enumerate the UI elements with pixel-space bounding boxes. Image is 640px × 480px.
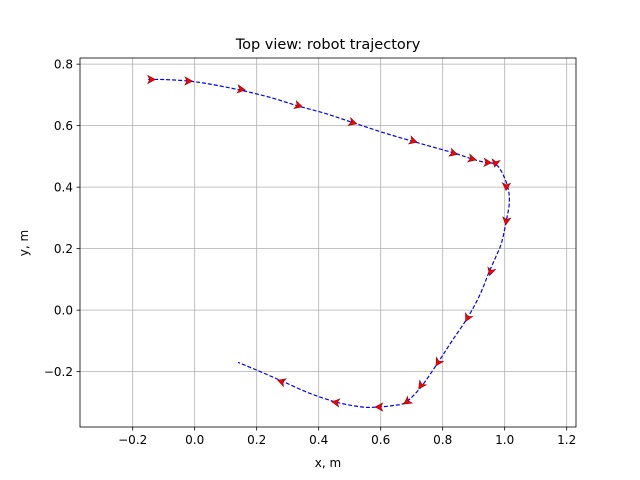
y-tick-label: 0.6 [54,119,73,133]
x-tick-label: 0.0 [185,433,204,447]
direction-arrow [331,398,341,408]
arrow-head [491,158,501,168]
chart-title: Top view: robot trajectory [235,37,421,53]
arrow-head [347,116,358,126]
x-tick-label: 0.2 [247,433,266,447]
y-tick-label: 0.2 [54,242,73,256]
x-tick-label: 0.8 [433,433,452,447]
x-axis-ticks: −0.2 0.0 0.2 0.4 0.6 0.8 1.0 1.2 [118,427,576,447]
x-tick-label: 0.6 [371,433,390,447]
direction-arrow [448,147,458,157]
direction-arrow [483,157,493,168]
x-axis-label: x, m [315,456,341,470]
direction-arrow [147,74,156,85]
arrow-head [448,147,458,157]
arrow-head [293,99,303,109]
arrow-head [331,398,341,408]
direction-arrow [487,266,497,277]
direction-arrow [501,182,512,192]
arrow-head [418,379,428,390]
y-axis-label: y, m [17,230,31,256]
direction-arrow [403,395,414,405]
y-tick-label: −0.2 [44,365,73,379]
direction-arrow [293,99,303,109]
arrow-head [466,153,477,163]
direction-arrow [277,378,288,388]
direction-arrow [435,356,445,367]
y-tick-label: 0.0 [54,303,73,317]
x-tick-label: 0.4 [309,433,328,447]
y-axis-ticks: −0.2 0.0 0.2 0.4 0.6 0.8 [44,57,80,379]
arrow-head [435,356,445,367]
direction-arrow [407,135,418,145]
arrow-head [403,395,414,405]
arrow-head [465,311,474,322]
arrow-head [147,74,156,85]
direction-arrow [374,402,384,412]
direction-arrow [491,158,501,168]
direction-arrows [147,74,512,412]
direction-arrow [465,311,474,322]
direction-arrow [184,76,194,86]
arrow-head [487,266,497,277]
direction-arrow [466,153,477,163]
arrow-head [501,182,512,192]
arrow-head [184,76,194,86]
direction-arrow [236,84,246,94]
plot-area-frame [79,57,577,428]
x-tick-label: −0.2 [118,433,147,447]
arrow-head [374,402,384,412]
arrow-head [407,135,418,145]
arrow-head [236,84,246,94]
direction-arrow [347,116,358,126]
arrow-head [483,157,493,168]
x-tick-label: 1.2 [557,433,576,447]
y-tick-label: 0.4 [54,180,73,194]
direction-arrow [418,379,428,390]
y-tick-label: 0.8 [54,57,73,71]
grid [80,58,576,427]
arrow-head [502,216,512,226]
direction-arrow [502,216,512,226]
x-tick-label: 1.0 [495,433,514,447]
arrow-head [277,378,288,388]
